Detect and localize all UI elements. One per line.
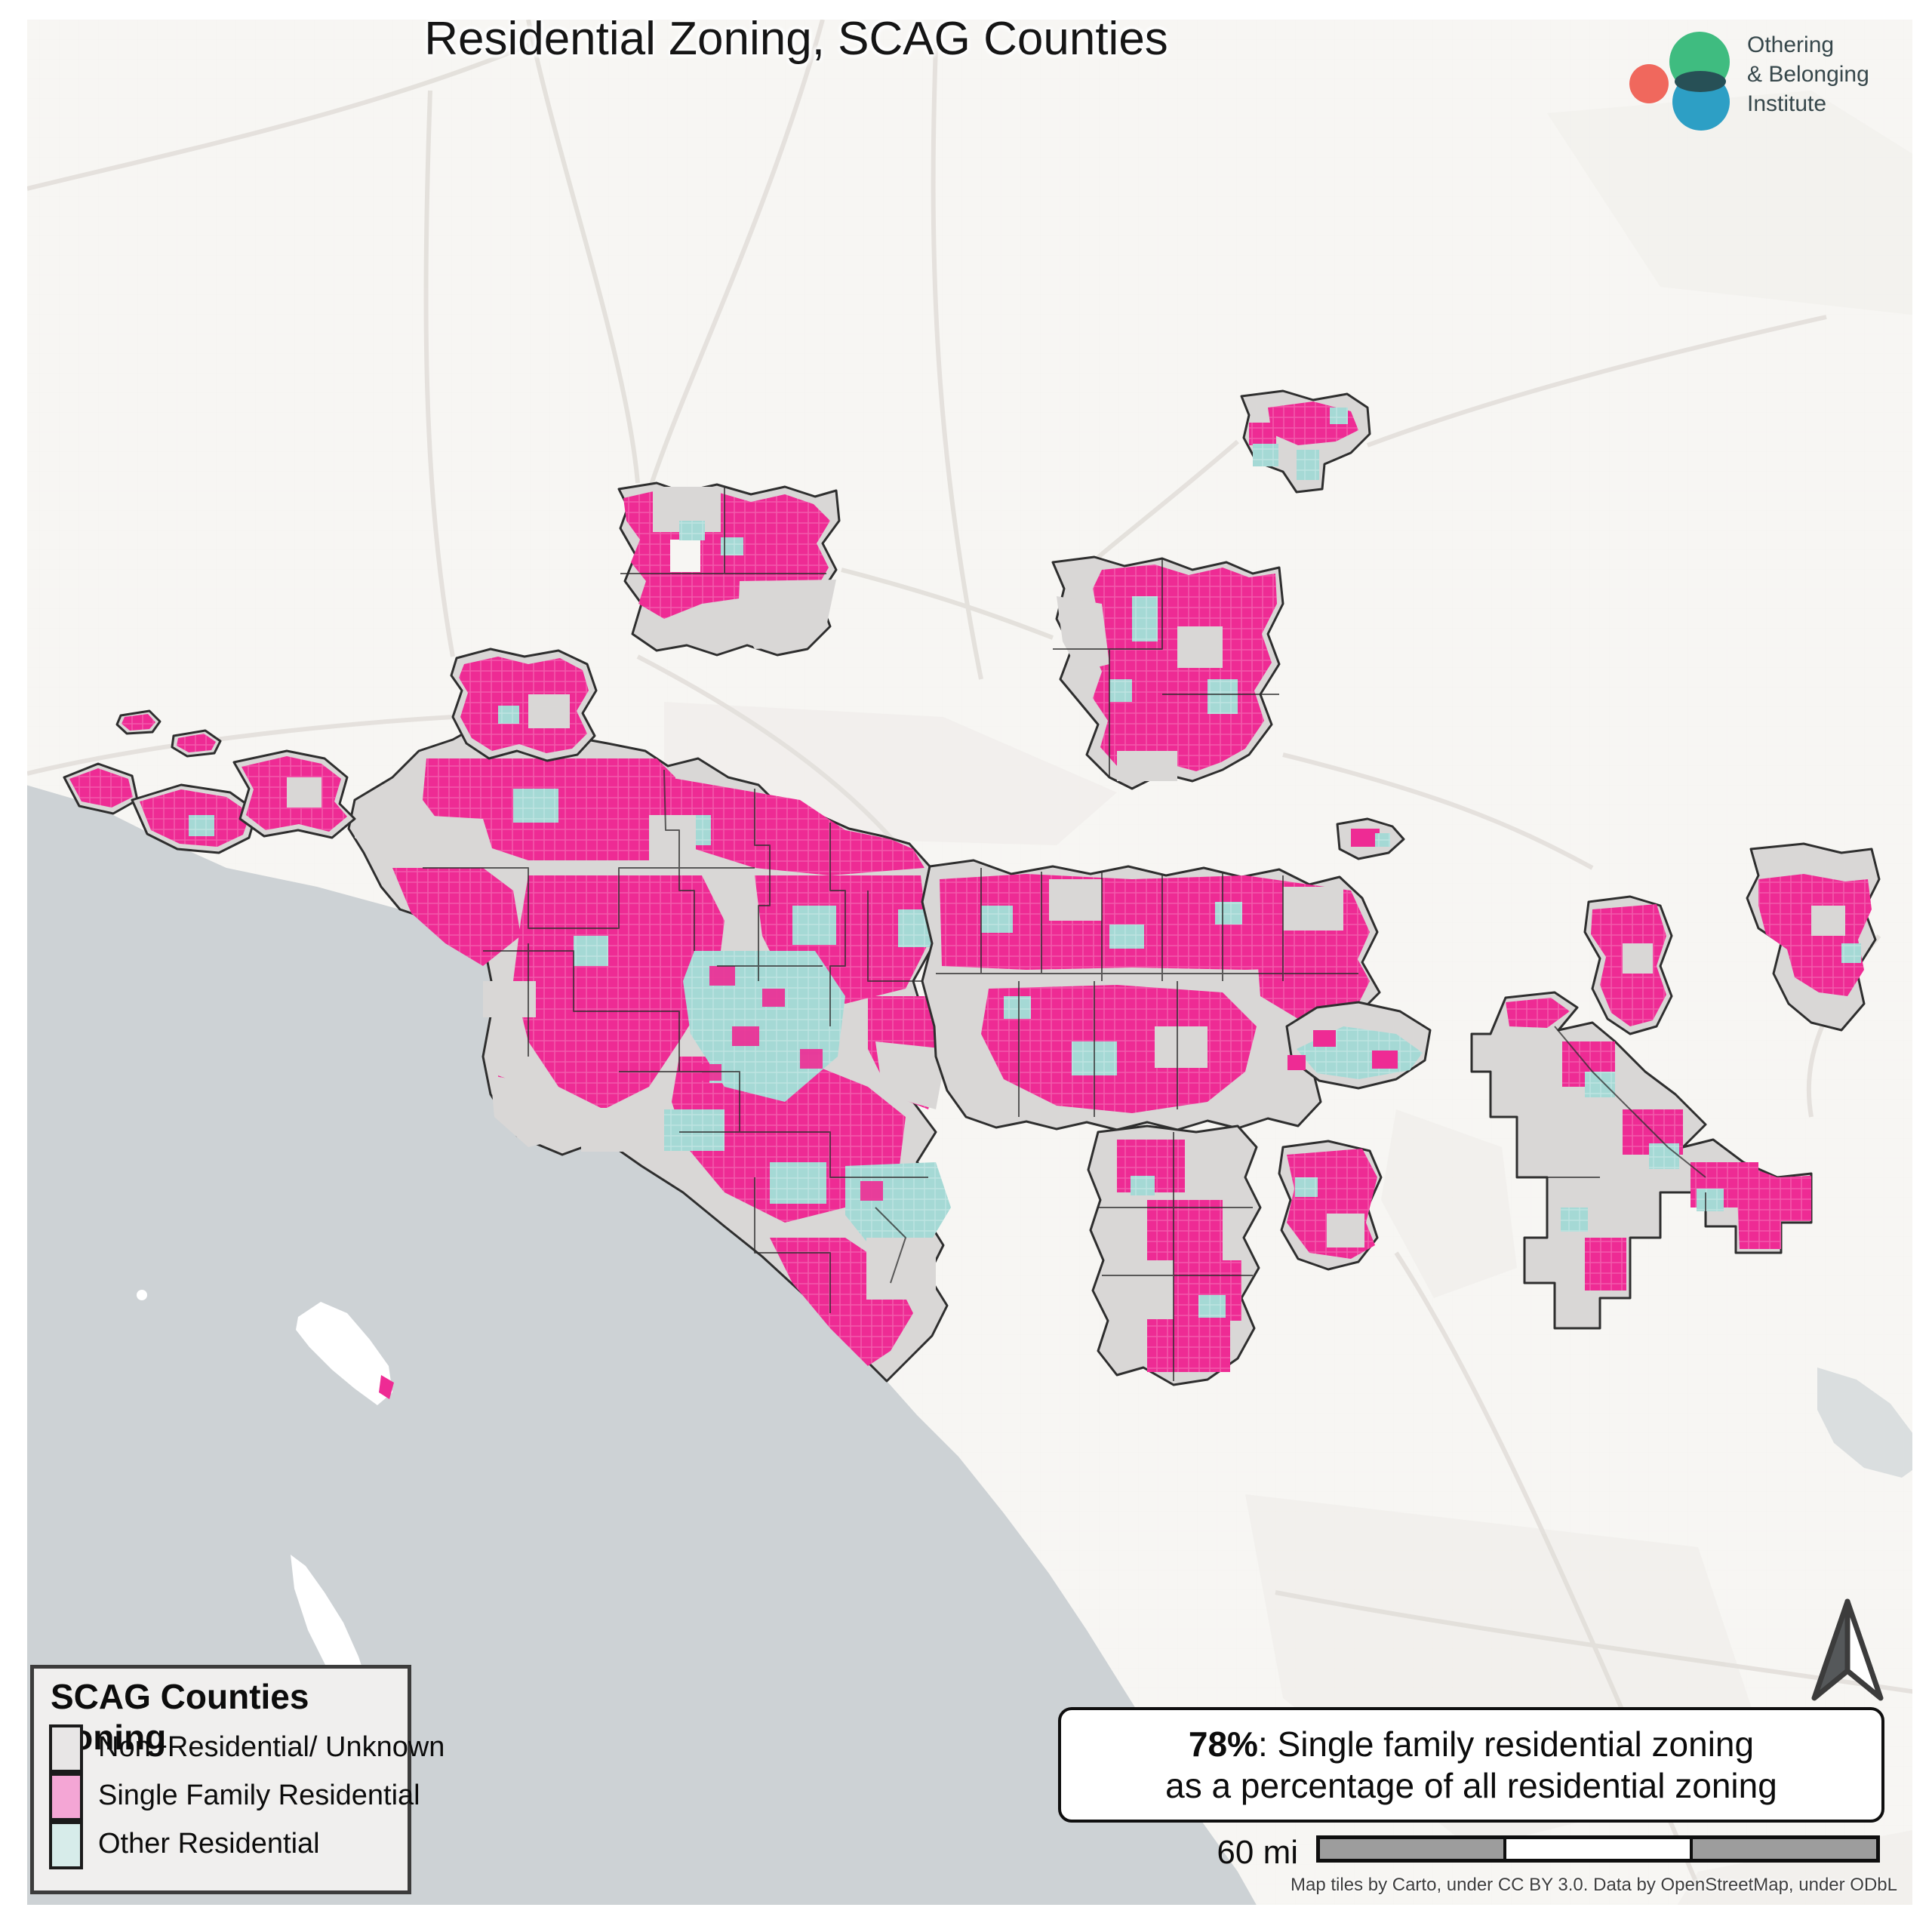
cluster-santa-clarita (450, 648, 598, 762)
salton-sea (1817, 1367, 1921, 1478)
obi-logo-line1: Othering (1747, 32, 1835, 57)
legend-label-single-family: Single Family Residential (98, 1779, 420, 1811)
legend-label-other-residential: Other Residential (98, 1827, 320, 1860)
cluster-big-bear (1285, 1001, 1432, 1090)
legend: SCAG Counties Zoning Non−Residential/ Un… (30, 1665, 445, 1894)
legend-swatch-single-family (49, 1773, 83, 1821)
scale-bar (1316, 1835, 1880, 1863)
cluster-barstow (1240, 389, 1371, 494)
scale-segment-3 (1690, 1839, 1876, 1859)
cluster-inland-empire (921, 859, 1381, 1131)
stat-line-2: as a percentage of all residential zonin… (1165, 1765, 1777, 1805)
obi-logo: Othering & Belonging Institute (1619, 14, 1921, 142)
stat-line1-rest: : Single family residential zoning (1257, 1724, 1755, 1764)
scale-segment-2 (1503, 1839, 1690, 1859)
stat-line-1: 78%: Single family residential zoning (1189, 1724, 1754, 1765)
obi-logo-line3: Institute (1747, 91, 1827, 116)
obi-logo-line2: & Belonging (1747, 62, 1869, 87)
cluster-la-orange-metro (347, 715, 951, 1383)
map-attribution: Map tiles by Carto, under CC BY 3.0. Dat… (1291, 1875, 1897, 1895)
legend-row-other-residential: Other Residential (49, 1820, 445, 1869)
legend-row-single-family: Single Family Residential (49, 1771, 445, 1821)
legend-rows: Non−Residential/ Unknown Single Family R… (49, 1723, 445, 1869)
avalon-zoning (379, 1375, 394, 1399)
cluster-twentynine-palms (1746, 842, 1881, 1032)
cluster-coachella-valley (1470, 991, 1813, 1330)
legend-row-non-residential: Non−Residential/ Unknown (49, 1723, 445, 1773)
logo-overlap (1675, 71, 1726, 92)
cluster-hemet (1278, 1140, 1383, 1271)
north-arrow-icon (1811, 1598, 1884, 1701)
legend-swatch-non-residential (49, 1724, 83, 1773)
map-title: Residential Zoning, SCAG Counties (424, 13, 1168, 65)
cluster-antelope-valley (617, 481, 841, 657)
santa-barbara-island (137, 1290, 147, 1300)
catalina-island (296, 1302, 392, 1405)
cluster-victor-valley (1051, 555, 1284, 790)
cluster-perris-temecula (1087, 1124, 1262, 1386)
legend-label-non-residential: Non−Residential/ Unknown (98, 1730, 445, 1763)
obi-logo-icon (1629, 32, 1730, 131)
scale-bar-label: 60 mi (1217, 1834, 1298, 1871)
legend-swatch-other-residential (49, 1821, 83, 1869)
cluster-lake-arrowhead (1336, 817, 1405, 860)
scale-segment-1 (1320, 1839, 1503, 1859)
obi-logo-text: Othering & Belonging Institute (1747, 30, 1869, 118)
logo-coral-circle (1629, 64, 1669, 103)
stat-value: 78% (1188, 1724, 1258, 1764)
urban-areas (63, 389, 1881, 1386)
cluster-ventura-county (63, 709, 356, 854)
cluster-yucca-valley (1583, 895, 1673, 1035)
stat-callout: 78%: Single family residential zoning as… (1058, 1707, 1884, 1823)
